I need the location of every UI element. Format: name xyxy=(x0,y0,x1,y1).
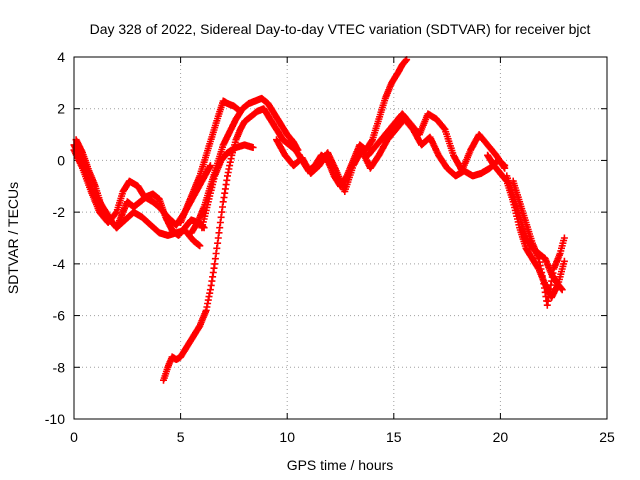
y-tick-label: -2 xyxy=(53,204,66,220)
series-arc-12 xyxy=(509,177,568,309)
y-tick-labels: -10 -8 -6 -4 -2 0 2 4 xyxy=(45,49,65,427)
y-tick-label: -6 xyxy=(53,308,66,324)
series-arc-4 xyxy=(177,97,244,226)
y-tick-label: 0 xyxy=(57,152,65,168)
series-markers xyxy=(177,97,244,226)
x-tick-label: 10 xyxy=(279,429,295,445)
y-tick-label: 2 xyxy=(57,101,65,117)
series-arc-9 xyxy=(364,110,509,175)
series-marks xyxy=(70,56,568,384)
series-markers xyxy=(72,136,204,250)
series-markers xyxy=(509,177,568,309)
chart-title: Day 328 of 2022, Sidereal Day-to-day VTE… xyxy=(90,21,591,37)
x-tick-label: 5 xyxy=(177,429,185,445)
x-tick-labels: 0 5 10 15 20 25 xyxy=(70,429,615,445)
x-tick-label: 25 xyxy=(599,429,615,445)
x-tick-label: 15 xyxy=(386,429,402,445)
series-markers xyxy=(364,110,509,175)
x-tick-label: 20 xyxy=(493,429,509,445)
y-axis-title: SDTVAR / TECUs xyxy=(5,182,21,294)
y-tick-label: -4 xyxy=(53,256,66,272)
x-tick-label: 0 xyxy=(70,429,78,445)
y-tick-label: -10 xyxy=(45,411,65,427)
y-tick-label: -8 xyxy=(53,359,66,375)
y-tick-label: 4 xyxy=(57,49,65,65)
series-arc-3 xyxy=(72,136,204,250)
plot-frame xyxy=(73,56,608,420)
x-axis-title: GPS time / hours xyxy=(287,457,394,473)
